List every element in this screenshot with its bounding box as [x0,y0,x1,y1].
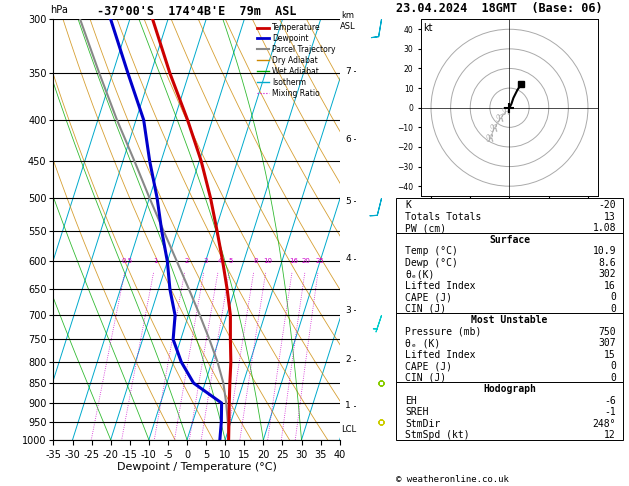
Text: -6: -6 [604,396,616,406]
Text: 2: 2 [184,259,189,264]
Text: CIN (J): CIN (J) [405,373,447,382]
Text: 16: 16 [289,259,298,264]
Bar [396,233,623,313]
Text: 0: 0 [610,361,616,371]
Text: 23.04.2024  18GMT  (Base: 06): 23.04.2024 18GMT (Base: 06) [396,1,603,15]
Text: 248°: 248° [593,418,616,429]
Text: 13: 13 [604,212,616,222]
Text: ℜ: ℜ [502,106,509,117]
Text: 5: 5 [345,197,351,206]
Text: CAPE (J): CAPE (J) [405,292,452,302]
Text: 302: 302 [598,269,616,279]
Text: θₑ(K): θₑ(K) [405,269,435,279]
Text: 0.5: 0.5 [121,259,133,264]
Text: 7: 7 [345,67,351,76]
Text: CAPE (J): CAPE (J) [405,361,452,371]
Text: ℜ: ℜ [490,124,498,134]
Text: PW (cm): PW (cm) [405,223,447,233]
Text: ℜ: ℜ [496,115,504,124]
Text: 0: 0 [610,292,616,302]
Text: SREH: SREH [405,407,429,417]
Text: 25: 25 [315,259,324,264]
Bar [396,198,623,233]
Text: EH: EH [405,396,417,406]
Title: -37°00'S  174°4B'E  79m  ASL: -37°00'S 174°4B'E 79m ASL [97,5,296,18]
Text: Hodograph: Hodograph [483,384,536,394]
Text: 2: 2 [345,355,351,364]
Text: 10.9: 10.9 [593,246,616,256]
X-axis label: Dewpoint / Temperature (°C): Dewpoint / Temperature (°C) [116,462,277,472]
Text: 0: 0 [610,373,616,382]
Text: Lifted Index: Lifted Index [405,349,476,360]
Text: LCL: LCL [342,425,357,434]
Text: 3: 3 [204,259,208,264]
Text: -20: -20 [598,200,616,210]
Text: 12: 12 [604,430,616,440]
Text: Pressure (mb): Pressure (mb) [405,327,482,337]
Text: kt: kt [423,23,433,34]
Text: Dewp (°C): Dewp (°C) [405,258,458,268]
Text: © weatheronline.co.uk: © weatheronline.co.uk [396,474,509,484]
Text: CIN (J): CIN (J) [405,304,447,313]
Text: hPa: hPa [50,4,68,15]
Text: Most Unstable: Most Unstable [471,315,548,325]
Text: Surface: Surface [489,235,530,244]
Text: -1: -1 [604,407,616,417]
Text: 4: 4 [218,259,222,264]
Text: 1.08: 1.08 [593,223,616,233]
Text: ℜ: ℜ [486,134,494,144]
Text: 1: 1 [153,259,158,264]
Text: 8.6: 8.6 [598,258,616,268]
Bar [396,382,623,440]
Text: 750: 750 [598,327,616,337]
Text: 16: 16 [604,280,616,291]
Text: 6: 6 [345,135,351,144]
Text: 1: 1 [345,401,351,410]
Text: 0: 0 [610,304,616,313]
Text: 3: 3 [345,306,351,315]
Text: K: K [405,200,411,210]
Text: Lifted Index: Lifted Index [405,280,476,291]
Text: 8: 8 [253,259,258,264]
Legend: Temperature, Dewpoint, Parcel Trajectory, Dry Adiabat, Wet Adiabat, Isotherm, Mi: Temperature, Dewpoint, Parcel Trajectory… [257,23,336,98]
Text: StmDir: StmDir [405,418,440,429]
Text: 307: 307 [598,338,616,348]
Text: 15: 15 [604,349,616,360]
Bar [396,313,623,382]
Text: 4: 4 [345,254,351,263]
Text: Totals Totals: Totals Totals [405,212,482,222]
Text: 5: 5 [229,259,233,264]
Text: 20: 20 [302,259,311,264]
Text: km
ASL: km ASL [340,12,356,31]
Text: StmSpd (kt): StmSpd (kt) [405,430,470,440]
Text: 10: 10 [263,259,272,264]
Text: θₑ (K): θₑ (K) [405,338,440,348]
Text: Temp (°C): Temp (°C) [405,246,458,256]
